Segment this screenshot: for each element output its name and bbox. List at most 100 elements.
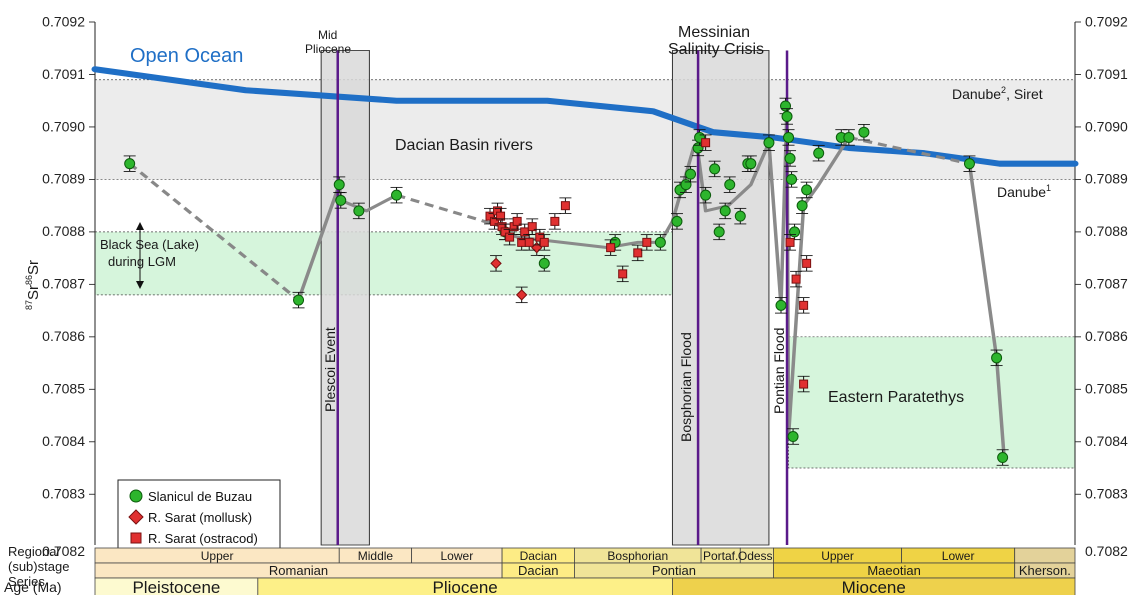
point-ostracod [802,258,812,268]
y-tick-label-right: 0.7083 [1085,486,1128,502]
y-axis-label: 87Sr86Sr [24,260,42,310]
y-tick-label-left: 0.7087 [42,276,85,292]
strip-label: Odess. [738,549,776,563]
y-tick-label-right: 0.7088 [1085,223,1128,239]
legend-label: Slanicul de Buzau [148,489,252,504]
eastern-paratethys-label: Eastern Paratethys [828,389,964,406]
strip-label: Pleistocene [132,578,220,595]
point-slanicul [680,179,692,191]
plot-area: 0.7083 0.7083 0.7084 0.7084 0.7085 0.7085 0.70… [42,13,1128,546]
point-ostracod [535,232,545,242]
point-ostracod [799,379,809,389]
y-tick-label-left-base: 0.7082 [42,543,85,559]
legend: Slanicul de Buzau R. Sarat (mollusk) R. Sa… [117,222,281,553]
point-slanicul [745,158,757,170]
legend-label: R. Sarat (mollusk) [148,510,252,525]
strip-label: Miocene [842,578,906,595]
strip-label: Upper [821,549,854,563]
point-slanicul [671,215,683,227]
point-ostracod [799,300,809,310]
y-tick-label-right: 0.7091 [1085,66,1128,82]
danube2-label: Danube2, Siret [952,85,1043,102]
point-ostracod [520,227,530,237]
point-slanicul [538,257,550,269]
strip-cell-0 [1014,547,1076,564]
y-tick-label-left: 0.7092 [42,13,85,29]
trend-dashed-1 [395,193,503,229]
pontian-flood-label: Pontian Flood [771,328,787,414]
data-points [123,97,1009,466]
point-slanicul [780,100,792,112]
point-slanicul [724,179,736,191]
event-shade-0 [320,50,370,546]
point-ostracod [512,216,522,226]
y-tick-label-left: 0.7088 [42,223,85,239]
open-ocean-line [91,66,1079,167]
point-slanicul [963,158,975,170]
point-ostracod [701,138,711,148]
mid-pliocene-title-line2: Pliocene [305,42,351,56]
point-slanicul [353,205,365,217]
point-mollusk [515,289,528,301]
point-slanicul [843,131,855,143]
black-sea-label-line2: during LGM [108,254,176,269]
point-slanicul [783,131,795,143]
point-ostracod [560,201,570,211]
point-ostracod [785,237,795,247]
strip-label: Dacian [520,549,557,563]
y-tick-label-left: 0.7089 [42,171,85,187]
point-slanicul [796,200,808,212]
band-1 [94,231,673,296]
y-tick-label-left: 0.7085 [42,381,85,397]
y-tick-label-right-base: 0.7082 [1085,543,1128,559]
point-slanicul [391,189,403,201]
legend-box [117,479,281,553]
dacian-rivers-label: Dacian Basin rivers [395,137,533,154]
y-tick-label-right: 0.7092 [1085,13,1128,29]
strip-row-label: (sub)stage [8,559,69,574]
point-ostracod [633,248,643,258]
strip-label: Portaf. [703,549,738,563]
point-ostracod [642,237,652,247]
y-tick-label-right: 0.7087 [1085,276,1128,292]
point-ostracod [505,232,515,242]
strip-label: Pliocene [433,578,498,595]
y-tick-label-right: 0.7090 [1085,118,1128,134]
point-slanicul [709,163,721,175]
trend-dashed-2 [848,135,970,166]
point-slanicul [333,179,345,191]
point-slanicul [124,158,136,170]
point-slanicul [781,110,793,122]
point-slanicul [734,210,746,222]
point-slanicul [813,147,825,159]
point-ostracod [500,227,510,237]
point-slanicul [685,168,697,180]
y-tick-label-right: 0.7086 [1085,328,1128,344]
strip-label: Upper [201,549,234,563]
axes: 0.7083 0.7083 0.7084 0.7084 0.7085 0.7085 0.70… [42,13,1128,546]
x-axis-label: Age (Ma) [4,579,62,595]
legend-circle-icon [129,489,143,503]
point-slanicul [801,184,813,196]
point-ostracod [524,237,534,247]
point-mollusk [490,257,502,270]
strip-cell-2 [672,577,1076,595]
trend-dashed-0 [128,162,300,302]
point-slanicul [858,126,870,138]
strip-label: Lower [441,549,474,563]
point-slanicul [293,294,305,306]
band-2 [788,336,1076,469]
strip-label: Lower [942,549,975,563]
y-tick-label-right: 0.7089 [1085,171,1128,187]
danube1-label: Danube1 [997,183,1051,200]
strip-label: Middle [358,549,394,563]
strip-label: Pontian [652,563,696,578]
chart-labels: Open Ocean Dacian Basin rivers Eastern P… [4,24,1051,595]
lgm-arrow-down-icon [136,281,144,289]
y-tick-label-right: 0.7085 [1085,381,1128,397]
point-slanicul [991,352,1003,364]
point-slanicul [713,226,725,238]
point-slanicul [654,236,666,248]
y-tick-label-left: 0.7090 [42,118,85,134]
